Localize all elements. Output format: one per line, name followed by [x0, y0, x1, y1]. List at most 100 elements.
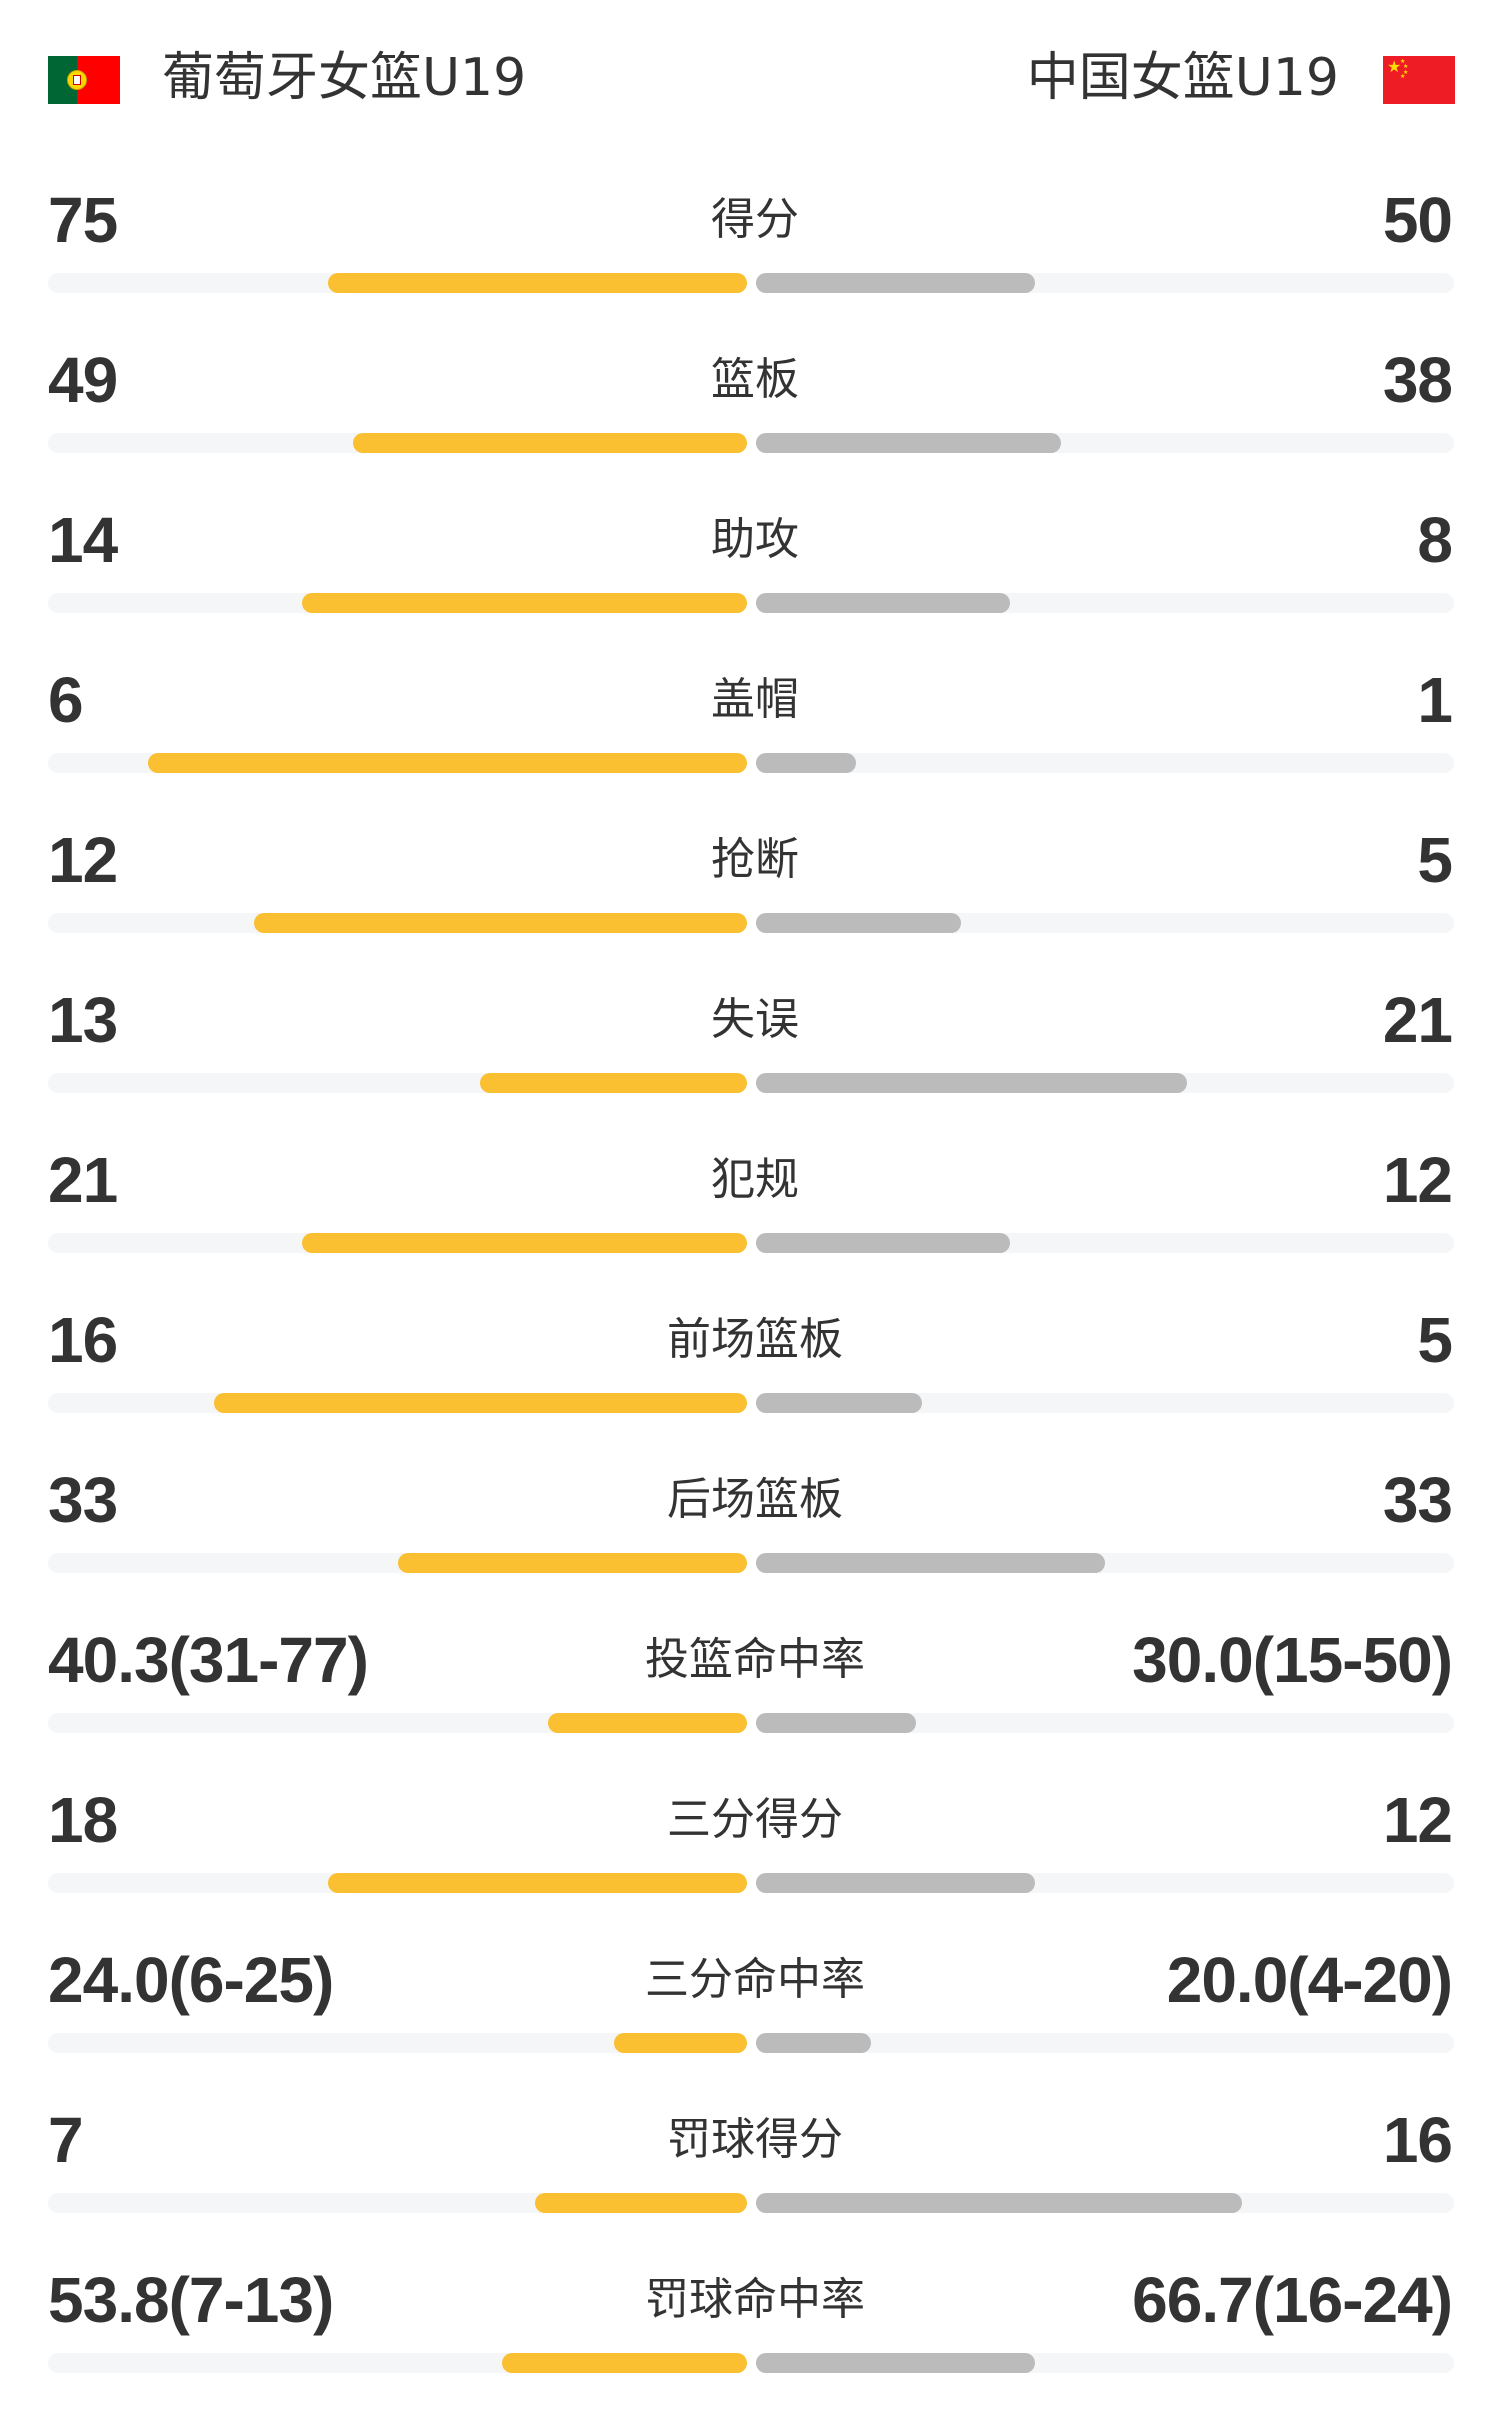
- right-bar-track: [756, 2193, 1454, 2213]
- stat-row: 6 盖帽 1: [0, 660, 1500, 820]
- right-team-value: 12: [1382, 1784, 1453, 1856]
- right-bar-track: [756, 1553, 1454, 1573]
- right-bar-track: [756, 1073, 1454, 1093]
- right-team-bar: [756, 1873, 1036, 1893]
- right-team-value: 33: [1382, 1464, 1453, 1536]
- stat-label: 后场篮板: [667, 1474, 843, 1525]
- left-team-bar: [479, 1073, 747, 1093]
- right-team-name: 中国女篮U19: [1026, 48, 1339, 108]
- stat-row: 12 抢断 5: [0, 820, 1500, 980]
- right-team-value: 66.7(16-24): [1132, 2264, 1453, 2336]
- left-team-value: 6: [48, 664, 84, 736]
- left-team-value: 24.0(6-25): [48, 1944, 334, 2016]
- stat-row: 7 罚球得分 16: [0, 2100, 1500, 2260]
- right-team-bar: [756, 1393, 923, 1413]
- stat-label: 三分命中率: [645, 1954, 865, 2005]
- left-team-bar: [327, 1873, 747, 1893]
- right-bar-track: [756, 2033, 1454, 2053]
- left-team-value: 33: [48, 1464, 118, 1536]
- left-team-bar: [302, 593, 747, 613]
- stat-label: 盖帽: [711, 674, 799, 725]
- portugal-flag-icon: [48, 56, 120, 104]
- right-team-bar: [756, 1233, 1011, 1253]
- left-team-value: 12: [48, 824, 118, 896]
- stat-label: 得分: [711, 194, 799, 245]
- stat-row: 13 失误 21: [0, 980, 1500, 1140]
- right-team-bar: [756, 1553, 1105, 1573]
- right-team-value: 5: [1417, 824, 1453, 896]
- left-bar-track: [48, 273, 747, 293]
- stat-label: 投篮命中率: [645, 1634, 865, 1685]
- left-team-value: 75: [48, 184, 118, 256]
- left-bar-track: [48, 1713, 747, 1733]
- left-team-value: 16: [48, 1304, 118, 1376]
- left-bar-track: [48, 593, 747, 613]
- right-bar-track: [756, 1873, 1454, 1893]
- left-team-value: 14: [48, 504, 118, 576]
- left-bar-track: [48, 433, 747, 453]
- stat-label: 前场篮板: [667, 1314, 843, 1365]
- left-team-bar: [502, 2353, 747, 2373]
- left-team-bar: [302, 1233, 747, 1253]
- left-bar-track: [48, 1393, 747, 1413]
- stat-row: 75 得分 50: [0, 180, 1500, 340]
- stat-label: 罚球得分: [667, 2114, 843, 2165]
- right-bar-track: [756, 1713, 1454, 1733]
- left-bar-track: [48, 2193, 747, 2213]
- right-bar-track: [756, 433, 1454, 453]
- right-bar-track: [756, 913, 1454, 933]
- right-bar-track: [756, 753, 1454, 773]
- right-team-value: 8: [1417, 504, 1453, 576]
- stat-row: 33 后场篮板 33: [0, 1460, 1500, 1620]
- stat-label: 罚球命中率: [645, 2274, 865, 2325]
- right-team-value: 38: [1382, 344, 1453, 416]
- left-team-bar: [214, 1393, 747, 1413]
- right-team-bar: [756, 753, 856, 773]
- right-team-value: 1: [1417, 664, 1453, 736]
- right-team-bar: [756, 2353, 1036, 2373]
- left-bar-track: [48, 2033, 747, 2053]
- stat-row: 16 前场篮板 5: [0, 1300, 1500, 1460]
- left-bar-track: [48, 1873, 747, 1893]
- right-team-value: 50: [1382, 184, 1453, 256]
- right-team-bar: [756, 1713, 916, 1733]
- left-bar-track: [48, 913, 747, 933]
- stat-row: 24.0(6-25) 三分命中率 20.0(4-20): [0, 1940, 1500, 2100]
- stat-label: 三分得分: [667, 1794, 843, 1845]
- left-team-bar: [534, 2193, 747, 2213]
- left-bar-track: [48, 1073, 747, 1093]
- right-bar-track: [756, 273, 1454, 293]
- left-bar-track: [48, 1233, 747, 1253]
- match-header: 葡萄牙女篮U19 中国女篮U19 ★ ★ ★ ★ ★: [0, 0, 1500, 160]
- right-team-value: 21: [1382, 984, 1453, 1056]
- stat-row: 40.3(31-77) 投篮命中率 30.0(15-50): [0, 1620, 1500, 1780]
- right-team-bar: [756, 1073, 1188, 1093]
- left-team-bar: [253, 913, 747, 933]
- left-team-bar: [147, 753, 747, 773]
- right-team-value: 30.0(15-50): [1132, 1624, 1453, 1696]
- right-bar-track: [756, 1393, 1454, 1413]
- right-bar-track: [756, 1233, 1454, 1253]
- stat-row: 49 篮板 38: [0, 340, 1500, 500]
- right-team-bar: [756, 273, 1036, 293]
- right-bar-track: [756, 593, 1454, 613]
- stat-label: 抢断: [711, 834, 799, 885]
- left-team-value: 18: [48, 1784, 118, 1856]
- right-team-value: 12: [1382, 1144, 1453, 1216]
- right-team-bar: [756, 593, 1011, 613]
- stat-row: 53.8(7-13) 罚球命中率 66.7(16-24): [0, 2260, 1500, 2420]
- left-bar-track: [48, 1553, 747, 1573]
- left-team-value: 21: [48, 1144, 118, 1216]
- left-team-bar: [547, 1713, 747, 1733]
- left-team-bar: [327, 273, 747, 293]
- left-team-bar: [614, 2033, 747, 2053]
- stat-label: 犯规: [711, 1154, 799, 1205]
- stat-label: 失误: [711, 994, 799, 1045]
- stat-row: 21 犯规 12: [0, 1140, 1500, 1300]
- stat-label: 助攻: [711, 514, 799, 565]
- left-team-value: 7: [48, 2104, 84, 2176]
- left-team-bar: [397, 1553, 747, 1573]
- stat-row: 14 助攻 8: [0, 500, 1500, 660]
- stat-row: 18 三分得分 12: [0, 1780, 1500, 1940]
- china-flag-icon: ★ ★ ★ ★ ★: [1383, 56, 1455, 104]
